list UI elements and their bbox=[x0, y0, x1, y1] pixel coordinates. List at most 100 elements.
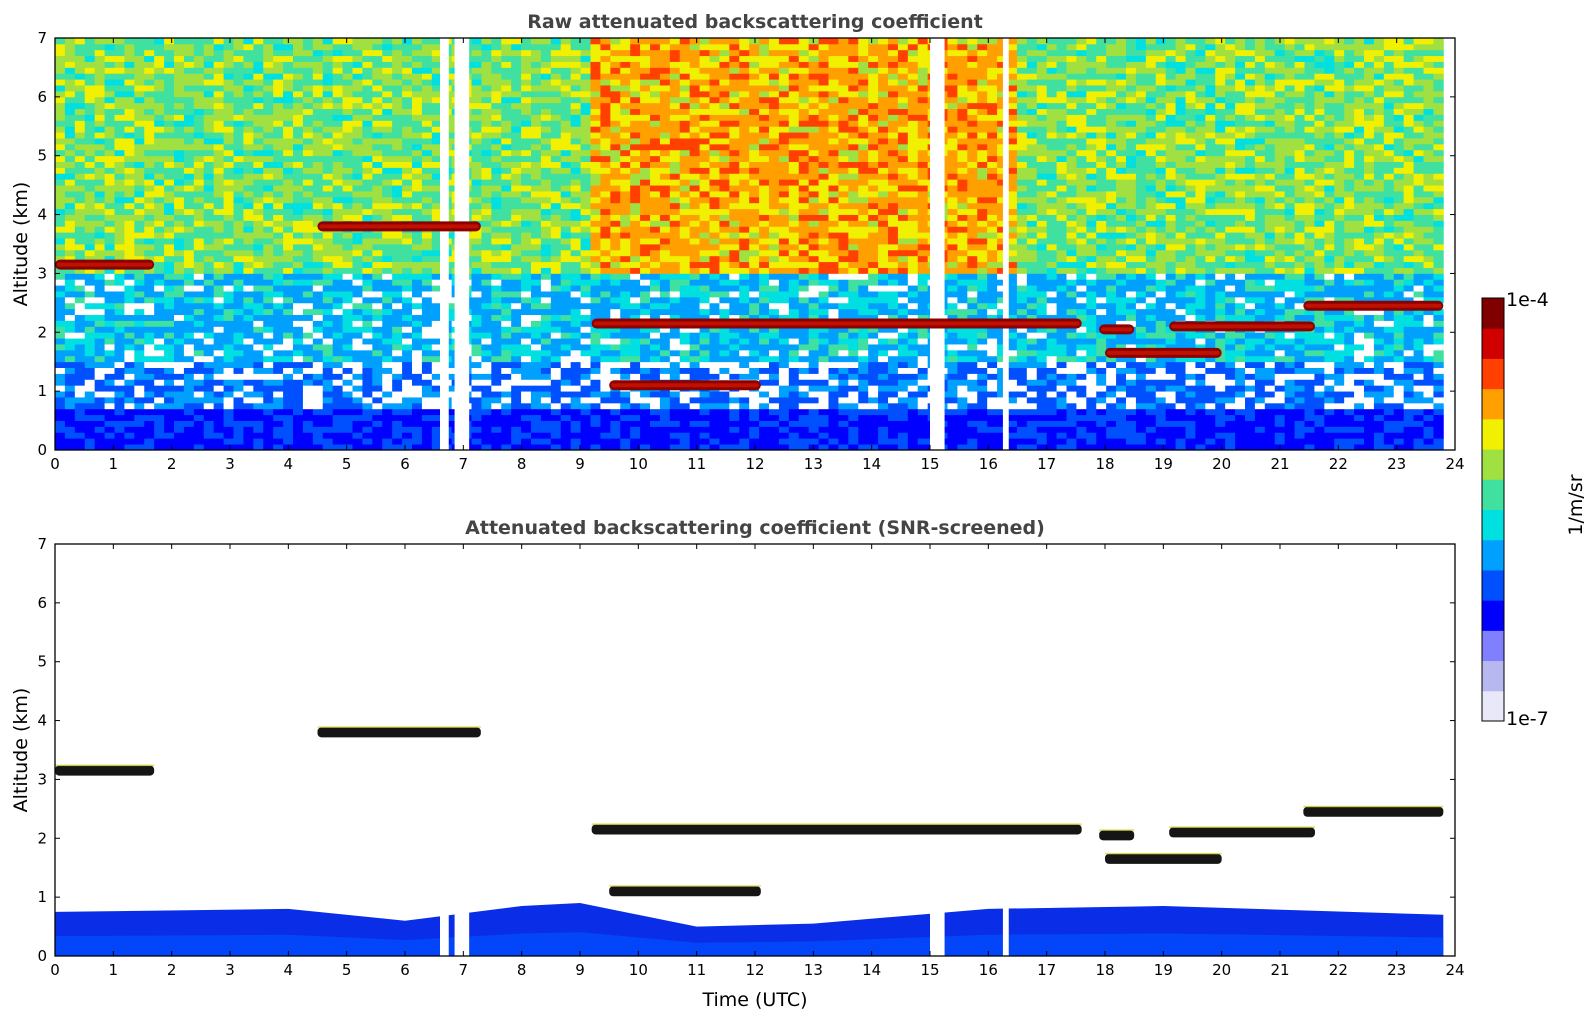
colorbar-swatch bbox=[1482, 630, 1504, 662]
data-gap bbox=[930, 897, 945, 956]
x-tick-label: 3 bbox=[225, 961, 235, 979]
x-tick-label: 22 bbox=[1329, 961, 1348, 979]
colorbar-max-label: 1e-4 bbox=[1506, 289, 1549, 311]
panel1-heatmap bbox=[55, 38, 1444, 450]
y-tick-label: 5 bbox=[37, 147, 47, 165]
cloud-layer-edge bbox=[609, 885, 761, 887]
colorbar-swatch bbox=[1482, 539, 1504, 571]
x-tick-label: 0 bbox=[50, 455, 60, 473]
cloud-layer-edge bbox=[591, 823, 1082, 825]
cloud-layer bbox=[609, 886, 761, 897]
x-tick-label: 18 bbox=[1095, 455, 1114, 473]
cloud-layer-core bbox=[57, 262, 153, 267]
x-tick-label: 3 bbox=[225, 455, 235, 473]
panel1-ylabel: Altitude (km) bbox=[10, 182, 32, 307]
x-tick-label: 1 bbox=[109, 455, 119, 473]
cloud-layer bbox=[1099, 830, 1135, 841]
panel2-xlabel: Time (UTC) bbox=[701, 989, 807, 1011]
x-tick-label: 6 bbox=[400, 455, 410, 473]
cloud-layer-core bbox=[1101, 327, 1133, 332]
panel1-ticks: 0 1 2 3 4 5 6 7 8 9 10 11 12 13 14 15 16 17 18 19 20 21 22 23 24… bbox=[37, 29, 1464, 473]
data-gap bbox=[440, 38, 449, 450]
y-tick-label: 7 bbox=[37, 29, 47, 47]
cloud-layer-edge bbox=[1105, 852, 1222, 855]
x-tick-label: 12 bbox=[745, 961, 764, 979]
x-tick-label: 20 bbox=[1212, 961, 1231, 979]
x-tick-label: 4 bbox=[284, 961, 294, 979]
cloud-layer-core bbox=[593, 321, 1080, 326]
x-tick-label: 6 bbox=[400, 961, 410, 979]
colorbar-swatch bbox=[1482, 358, 1504, 390]
y-tick-label: 6 bbox=[37, 594, 47, 612]
x-tick-label: 23 bbox=[1387, 455, 1406, 473]
x-tick-label: 17 bbox=[1037, 961, 1056, 979]
panel2-ylabel: Altitude (km) bbox=[10, 688, 32, 813]
boundary-layer-lower bbox=[55, 932, 1444, 956]
data-gap bbox=[1002, 38, 1009, 450]
x-tick-label: 18 bbox=[1095, 961, 1114, 979]
data-gap bbox=[1002, 897, 1009, 956]
x-tick-label: 19 bbox=[1154, 455, 1173, 473]
y-tick-label: 3 bbox=[37, 264, 47, 282]
cloud-layer bbox=[1169, 827, 1315, 838]
x-tick-label: 8 bbox=[517, 455, 527, 473]
cloud-layer-edge bbox=[55, 764, 155, 767]
cloud-layer-edge bbox=[1303, 805, 1444, 808]
x-tick-label: 2 bbox=[167, 455, 177, 473]
colorbar-swatch bbox=[1482, 600, 1504, 631]
x-tick-label: 8 bbox=[517, 961, 527, 979]
y-tick-label: 2 bbox=[37, 829, 47, 847]
x-tick-label: 14 bbox=[862, 455, 881, 473]
panel2-title: Attenuated backscattering coefficient (S… bbox=[465, 517, 1045, 539]
x-tick-label: 21 bbox=[1270, 455, 1289, 473]
cloud-layer-core bbox=[611, 383, 759, 388]
x-tick-label: 22 bbox=[1329, 455, 1348, 473]
x-tick-label: 7 bbox=[459, 961, 469, 979]
x-tick-label: 0 bbox=[50, 961, 60, 979]
y-tick-label: 1 bbox=[37, 888, 47, 906]
cloud-layer bbox=[591, 824, 1082, 835]
x-tick-label: 17 bbox=[1037, 455, 1056, 473]
x-tick-label: 12 bbox=[745, 455, 764, 473]
panel2-heatmap bbox=[55, 726, 1444, 956]
colorbar-swatch bbox=[1482, 418, 1504, 450]
y-tick-label: 1 bbox=[37, 382, 47, 400]
x-tick-label: 16 bbox=[979, 455, 998, 473]
x-tick-label: 14 bbox=[862, 961, 881, 979]
y-tick-label: 0 bbox=[37, 441, 47, 459]
colorbar-swatch bbox=[1482, 660, 1504, 692]
x-tick-label: 2 bbox=[167, 961, 177, 979]
x-tick-label: 10 bbox=[629, 961, 648, 979]
colorbar-swatch bbox=[1482, 388, 1504, 420]
x-tick-label: 11 bbox=[687, 455, 706, 473]
data-gap bbox=[454, 38, 470, 450]
data-gap bbox=[440, 897, 449, 956]
x-tick-label: 24 bbox=[1445, 961, 1464, 979]
x-tick-label: 4 bbox=[284, 455, 294, 473]
colorbar-swatch bbox=[1482, 690, 1504, 722]
x-tick-label: 21 bbox=[1270, 961, 1289, 979]
cloud-layer-core bbox=[1107, 350, 1220, 355]
x-tick-label: 5 bbox=[342, 961, 352, 979]
y-tick-label: 7 bbox=[37, 535, 47, 553]
cloud-layer-edge bbox=[1099, 829, 1135, 831]
cloud-layer bbox=[1105, 853, 1222, 864]
x-tick-label: 11 bbox=[687, 961, 706, 979]
x-tick-label: 16 bbox=[979, 961, 998, 979]
colorbar bbox=[1481, 297, 1505, 722]
x-tick-label: 10 bbox=[629, 455, 648, 473]
data-gap bbox=[454, 897, 470, 956]
colorbar-swatch bbox=[1482, 328, 1504, 359]
x-tick-label: 7 bbox=[459, 455, 469, 473]
y-tick-label: 3 bbox=[37, 770, 47, 788]
data-gap bbox=[930, 38, 945, 450]
cloud-layer-edge bbox=[1169, 826, 1315, 828]
colorbar-swatch bbox=[1482, 298, 1504, 329]
panel2-ticks: 0 1 2 3 4 5 6 7 8 9 10 11 12 13 14 15 16 17 18 19 20 21 22 23 24… bbox=[37, 535, 1464, 979]
panel1-title: Raw attenuated backscattering coefficien… bbox=[527, 11, 983, 33]
x-tick-label: 23 bbox=[1387, 961, 1406, 979]
x-tick-label: 1 bbox=[109, 961, 119, 979]
cloud-layer-core bbox=[1171, 324, 1313, 329]
colorbar-swatch bbox=[1482, 569, 1504, 601]
